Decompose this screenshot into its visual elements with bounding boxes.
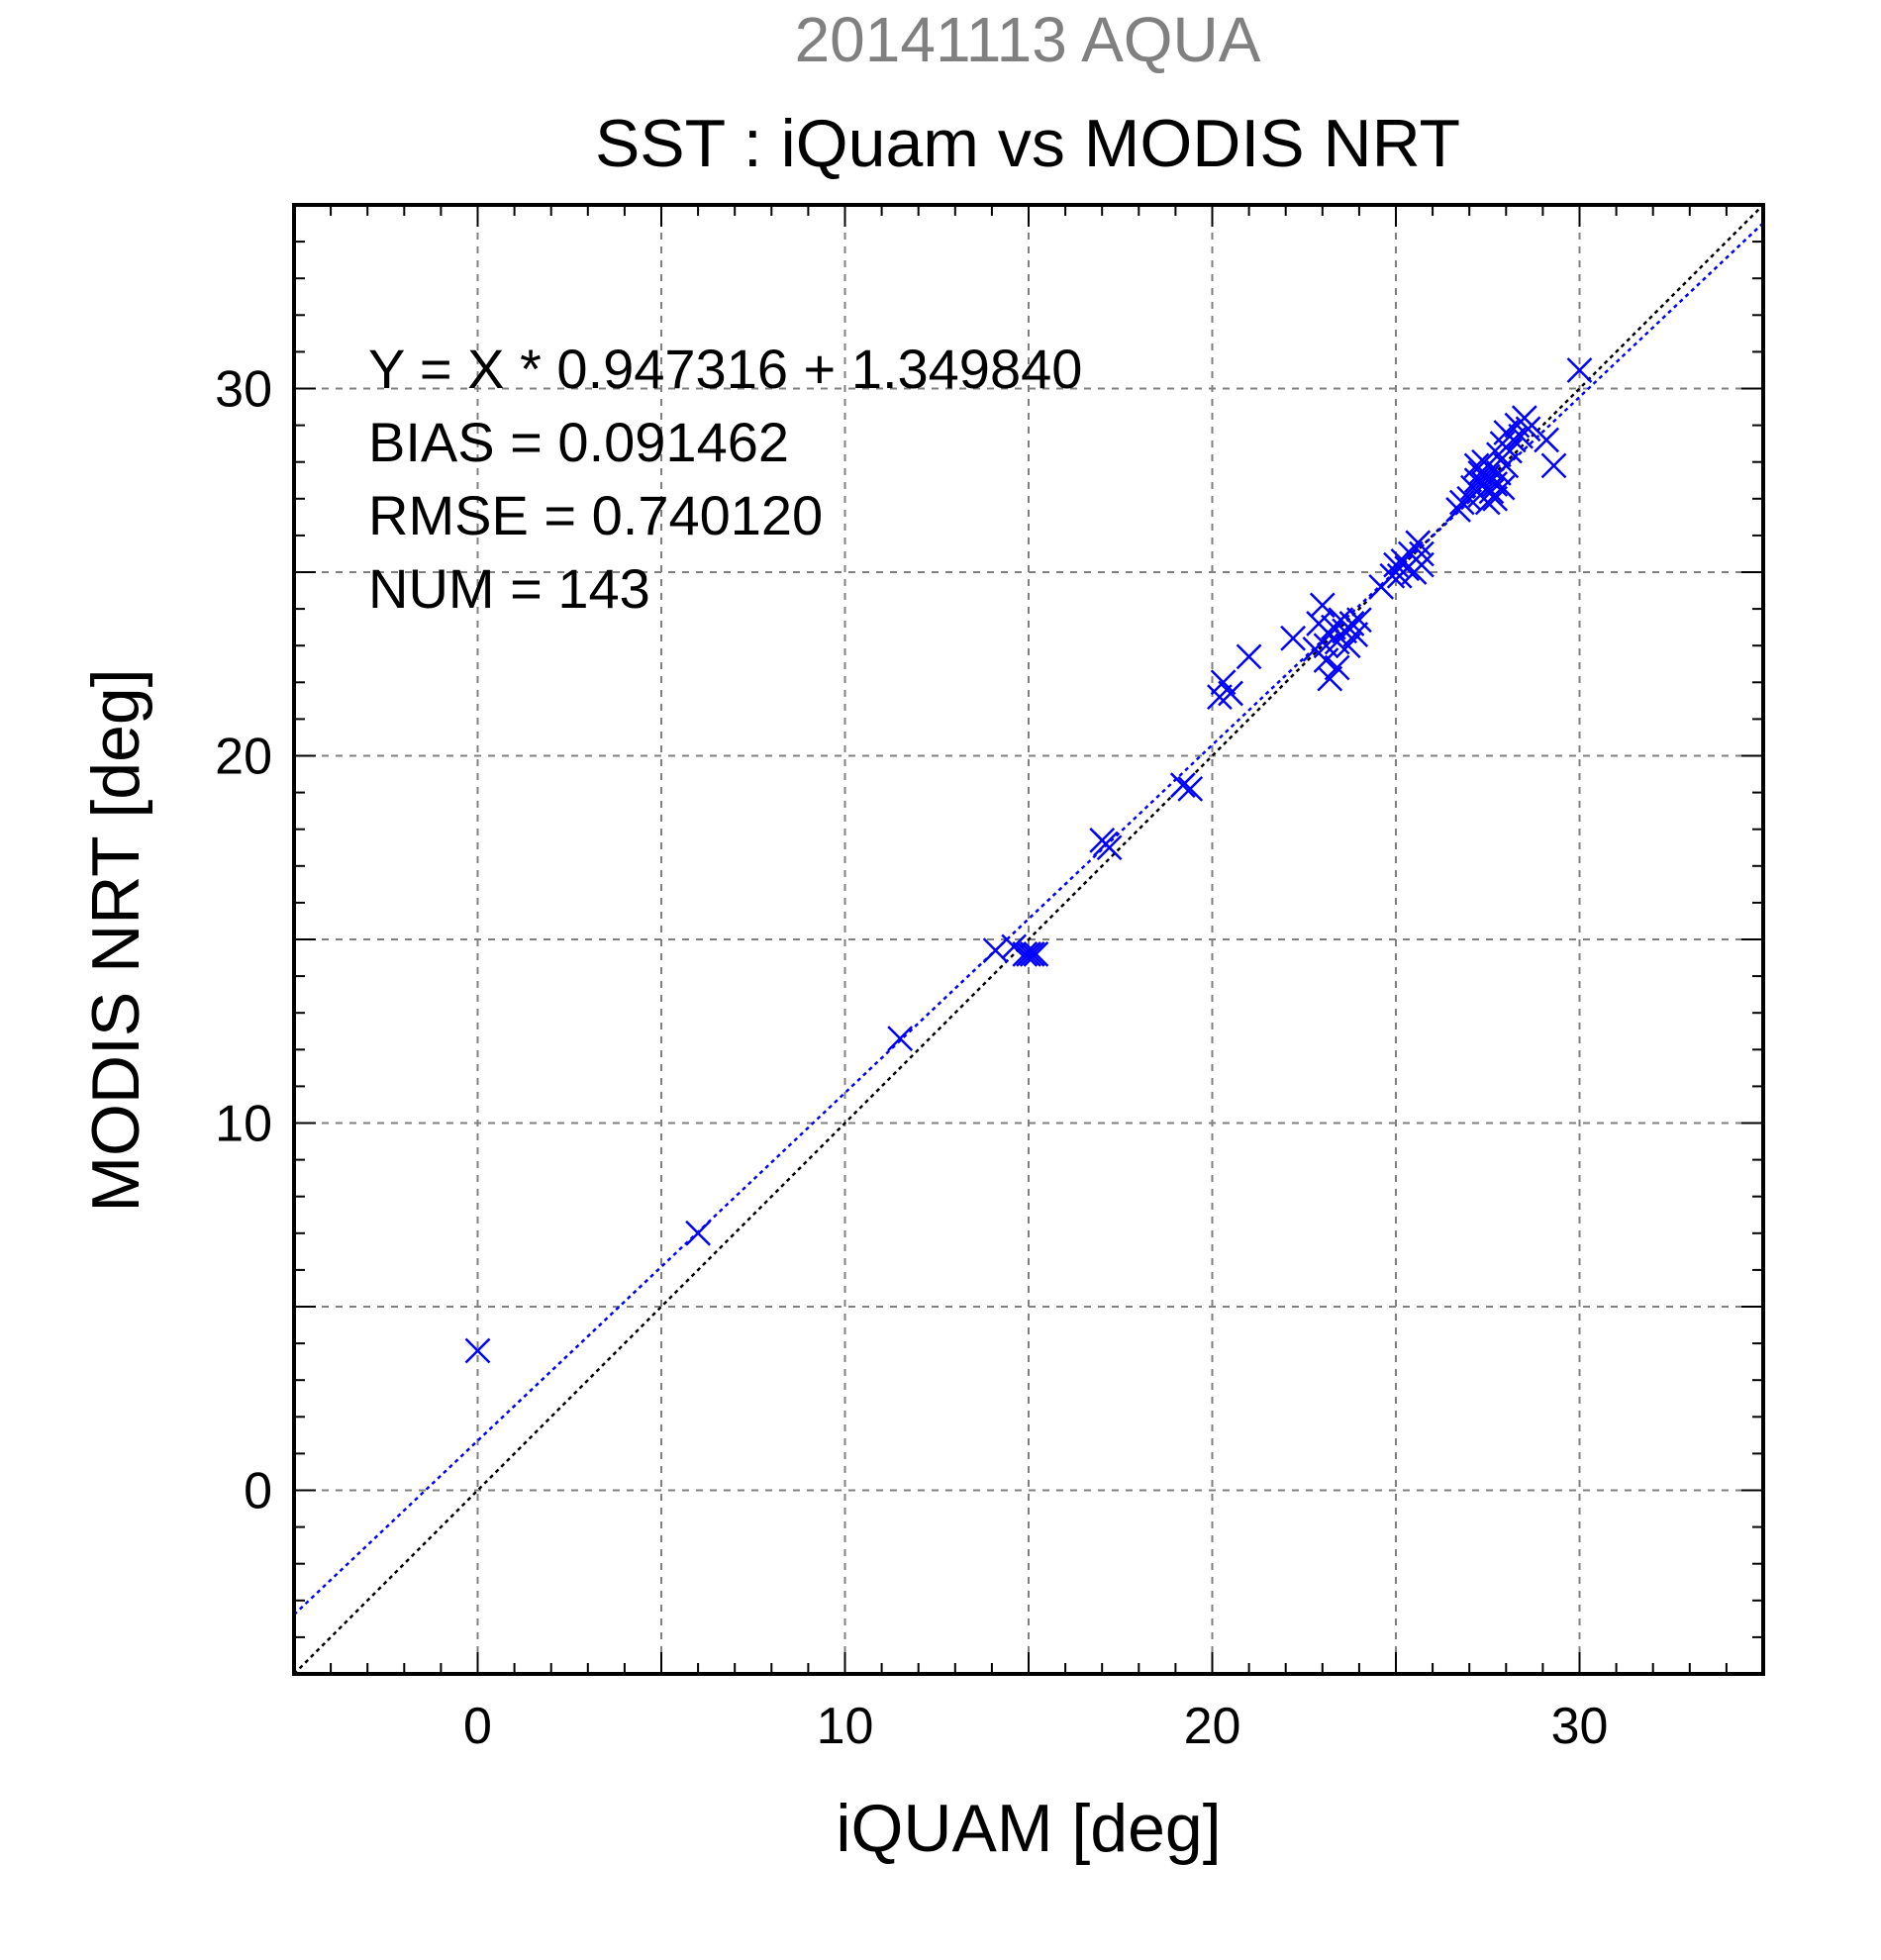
data-point-stroke [1511,405,1537,432]
data-point-stroke [1016,940,1041,967]
data-point [1096,834,1123,861]
num-text: NUM = 143 [368,557,650,620]
data-point [1001,933,1028,960]
data-point [1309,592,1336,619]
data-point [1012,940,1039,967]
data-point [1335,633,1361,659]
data-point-stroke [1317,665,1343,692]
data-point-stroke [1280,625,1307,651]
chart-subtitle: 20141113 AQUA [795,4,1261,75]
data-point [1346,607,1372,634]
data-point [1210,669,1237,696]
data-point [887,1026,914,1052]
data-point-stroke [685,1220,711,1246]
data-point-stroke [1534,427,1559,453]
data-point-stroke [1324,654,1350,681]
data-point-stroke [1342,622,1369,647]
y-tick-label-30: 30 [215,361,272,419]
data-point-stroke [1335,633,1361,659]
data-point-stroke [1566,357,1593,383]
data-point-stroke [1409,551,1435,578]
x-tick-label-0: 0 [463,1698,492,1755]
data-point-stroke [1383,551,1409,578]
reference-line [293,204,1764,1675]
bias-text: BIAS = 0.091462 [368,411,789,473]
stats-annotations: Y = X * 0.947316 + 1.349840 BIAS = 0.091… [368,338,1082,620]
data-point-stroke [1210,669,1237,696]
data-point-stroke [1482,485,1509,512]
data-point-stroke [464,1337,491,1364]
rmse-text: RMSE = 0.740120 [368,484,823,546]
data-point [1515,416,1541,442]
y-tick-labels: 0 10 20 30 [215,361,272,1520]
data-point-stroke [982,937,1009,964]
data-point-stroke [887,1026,914,1052]
data-point [1177,776,1204,802]
data-point [1019,940,1045,967]
data-point [1016,940,1041,967]
data-point-stroke [1169,772,1196,799]
data-point-stroke [1489,474,1516,501]
y-tick-label-20: 20 [215,729,272,786]
x-tick-label-30: 30 [1551,1698,1609,1755]
data-point [1409,551,1435,578]
data-point-stroke [1019,940,1045,967]
data-point [1448,489,1475,516]
x-tick-label-10: 10 [817,1698,874,1755]
fit-equation-text: Y = X * 0.947316 + 1.349840 [368,338,1082,400]
data-point [1489,474,1516,501]
data-point [1169,772,1196,799]
data-point-stroke [1001,933,1028,960]
data-point [1540,452,1567,479]
data-point [1342,622,1369,647]
y-axis-label: MODIS NRT [deg] [78,668,153,1212]
data-point-stroke [1236,643,1262,670]
data-point-stroke [1448,489,1475,516]
data-point-stroke [1096,834,1123,861]
data-point [685,1220,711,1246]
data-point [1324,654,1350,681]
data-point [1023,940,1049,967]
y-tick-label-0: 0 [244,1463,272,1520]
data-point-stroke [1309,592,1336,619]
chart-title: SST : iQuam vs MODIS NRT [595,106,1460,181]
data-point-stroke [1515,416,1541,442]
data-point-stroke [1328,607,1354,634]
data-point-stroke [1409,540,1435,567]
data-point-stroke [1324,629,1350,655]
data-points [464,357,1593,1364]
data-point-stroke [1493,452,1520,479]
x-tick-labels: 0 10 20 30 [463,1698,1608,1755]
x-axis-label: iQUAM [deg] [836,1791,1221,1866]
data-point [1493,452,1520,479]
data-point-stroke [1405,530,1432,556]
data-point-stroke [1012,940,1039,967]
data-point [464,1337,491,1364]
x-tick-label-20: 20 [1184,1698,1241,1755]
data-point [1218,680,1243,707]
data-point-stroke [1177,776,1204,802]
data-point [1482,485,1509,512]
data-point [1566,357,1593,383]
data-point [1500,427,1527,453]
regression-lines [293,204,1764,1675]
data-point [1317,665,1343,692]
data-point-stroke [1500,427,1527,453]
data-point-stroke [1346,607,1372,634]
data-point-stroke [1023,940,1049,967]
plot-frame [292,203,1765,1676]
data-point-stroke [1218,680,1243,707]
data-point-stroke [1540,452,1567,479]
data-point [1280,625,1307,651]
data-point [1534,427,1559,453]
data-point [1236,643,1262,670]
data-point [1409,540,1435,567]
data-point-stroke [1338,611,1365,637]
y-tick-label-10: 10 [215,1096,272,1153]
